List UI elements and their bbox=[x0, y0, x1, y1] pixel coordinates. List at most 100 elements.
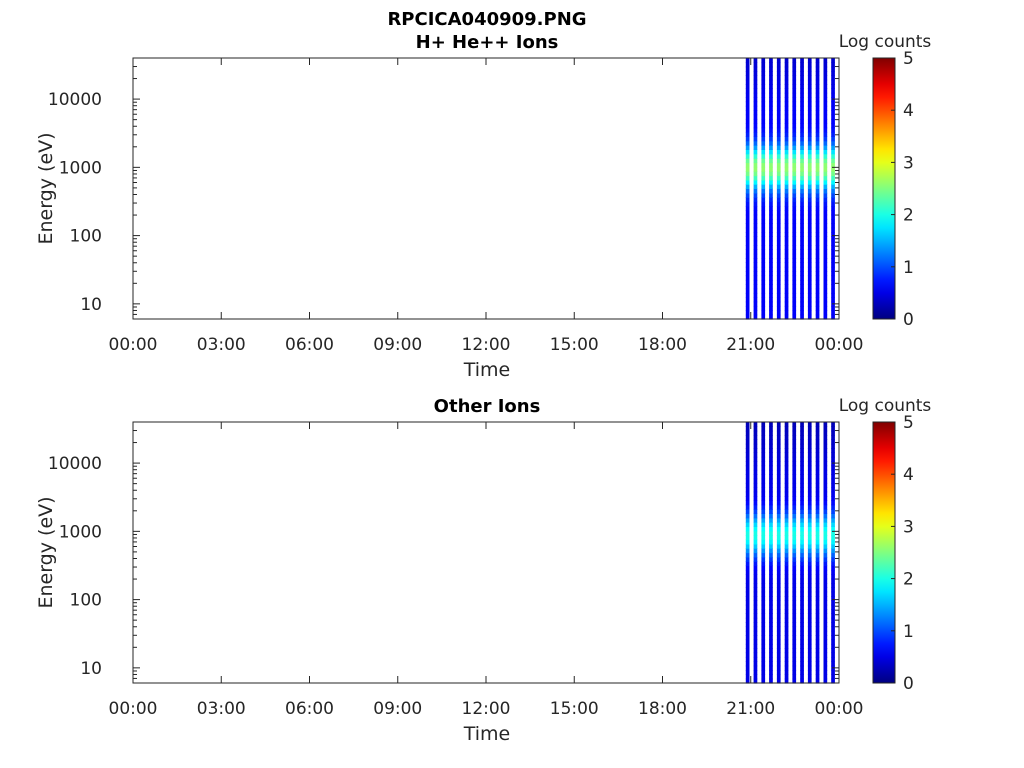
spectrogram-cell bbox=[753, 179, 758, 185]
spectrogram-cell bbox=[800, 258, 804, 263]
spectrogram-cell bbox=[800, 132, 804, 137]
spectrogram-cell bbox=[769, 613, 773, 619]
spectrogram-cell bbox=[831, 630, 835, 636]
spectrogram-cell bbox=[831, 439, 835, 445]
spectrogram-cell bbox=[753, 609, 758, 614]
spectrogram-cell bbox=[745, 556, 750, 562]
spectrogram-cell bbox=[807, 301, 812, 307]
spectrogram-cell bbox=[745, 574, 750, 580]
spectrogram-cell bbox=[745, 522, 750, 527]
spectrogram-burst bbox=[792, 58, 797, 320]
spectrogram-cell bbox=[815, 617, 820, 623]
spectrogram-cell bbox=[776, 604, 781, 610]
spectrogram-cell bbox=[792, 288, 797, 294]
spectrogram-cell bbox=[776, 565, 781, 571]
spectrogram-cell bbox=[800, 284, 804, 290]
spectrogram-cell bbox=[800, 240, 804, 246]
spectrogram-cell bbox=[761, 643, 766, 649]
spectrogram-cell bbox=[792, 678, 797, 684]
spectrogram-cell bbox=[823, 275, 828, 281]
spectrogram-cell bbox=[769, 678, 773, 684]
spectrogram-cell bbox=[807, 201, 812, 207]
spectrogram-cell bbox=[823, 530, 828, 536]
spectrogram-cell bbox=[823, 101, 828, 107]
spectrogram-cell bbox=[761, 613, 766, 619]
spectrogram-cell bbox=[745, 227, 750, 233]
spectrogram-cell bbox=[784, 214, 789, 220]
spectrogram-cell bbox=[784, 535, 789, 541]
spectrogram-cell bbox=[753, 101, 758, 107]
spectrogram-cell bbox=[792, 674, 797, 680]
spectrogram-cell bbox=[761, 288, 766, 294]
spectrogram-cell bbox=[761, 591, 766, 597]
spectrogram-cell bbox=[776, 430, 781, 436]
spectrogram-cell bbox=[753, 474, 758, 480]
spectrogram-cell bbox=[784, 674, 789, 680]
spectrogram-cell bbox=[800, 192, 804, 198]
spectrogram-cell bbox=[745, 223, 750, 229]
spectrogram-cell bbox=[776, 201, 781, 207]
spectrogram-burst bbox=[800, 422, 804, 684]
spectrogram-cell bbox=[800, 218, 804, 224]
spectrogram-cell bbox=[800, 596, 804, 601]
colorbar-tick-label: 4 bbox=[903, 101, 914, 121]
spectrogram-cell bbox=[800, 513, 804, 519]
spectrogram-cell bbox=[784, 314, 789, 320]
spectrogram-cell bbox=[776, 310, 781, 316]
spectrogram-cell bbox=[792, 504, 797, 510]
spectrogram-cell bbox=[807, 223, 812, 229]
spectrogram-cell bbox=[753, 561, 758, 567]
spectrogram-cell bbox=[815, 271, 820, 277]
spectrogram-cell bbox=[807, 461, 812, 467]
spectrogram-cell bbox=[753, 491, 758, 497]
spectrogram-cell bbox=[761, 279, 766, 285]
spectrogram-cell bbox=[831, 210, 835, 216]
spectrogram-cell bbox=[784, 297, 789, 303]
spectrogram-cell bbox=[745, 79, 750, 85]
spectrogram-cell bbox=[769, 596, 773, 601]
spectrogram-cell bbox=[807, 105, 812, 111]
spectrogram-cell bbox=[784, 175, 789, 181]
spectrogram-cell bbox=[753, 123, 758, 129]
spectrogram-cell bbox=[823, 543, 828, 549]
spectrogram-cell bbox=[792, 635, 797, 641]
spectrogram-cell bbox=[784, 205, 789, 211]
spectrogram-cell bbox=[776, 149, 781, 155]
spectrogram-cell bbox=[823, 92, 828, 98]
spectrogram-cell bbox=[800, 504, 804, 510]
spectrogram-cell bbox=[761, 232, 766, 237]
spectrogram-cell bbox=[800, 140, 804, 146]
spectrogram-cell bbox=[800, 201, 804, 207]
spectrogram-cell bbox=[831, 184, 835, 189]
spectrogram-cell bbox=[815, 596, 820, 601]
spectrogram-cell bbox=[800, 153, 804, 159]
spectrogram-cell bbox=[807, 236, 812, 242]
spectrogram-cell bbox=[831, 513, 835, 519]
spectrogram-cell bbox=[769, 526, 773, 532]
spectrogram-cell bbox=[823, 236, 828, 242]
spectrogram-cell bbox=[823, 97, 828, 103]
spectrogram-burst bbox=[784, 58, 789, 320]
x-tick-label: 00:00 bbox=[109, 335, 158, 355]
spectrogram-cell bbox=[823, 439, 828, 445]
spectrogram-cell bbox=[784, 101, 789, 107]
spectrogram-cell bbox=[753, 452, 758, 458]
spectrogram-cell bbox=[776, 487, 781, 493]
spectrogram-cell bbox=[815, 214, 820, 220]
spectrogram-cell bbox=[753, 456, 758, 462]
spectrogram-cell bbox=[745, 258, 750, 263]
spectrogram-cell bbox=[784, 292, 789, 298]
spectrogram-cell bbox=[807, 456, 812, 462]
spectrogram-cell bbox=[776, 223, 781, 229]
spectrogram-cell bbox=[807, 487, 812, 493]
spectrogram-cell bbox=[792, 58, 797, 63]
spectrogram-cell bbox=[769, 179, 773, 185]
spectrogram-cell bbox=[815, 266, 820, 272]
spectrogram-cell bbox=[792, 105, 797, 111]
spectrogram-cell bbox=[815, 62, 820, 68]
spectrogram-cell bbox=[823, 496, 828, 501]
spectrogram-cell bbox=[800, 279, 804, 285]
spectrogram-cell bbox=[784, 609, 789, 614]
spectrogram-cell bbox=[815, 184, 820, 189]
